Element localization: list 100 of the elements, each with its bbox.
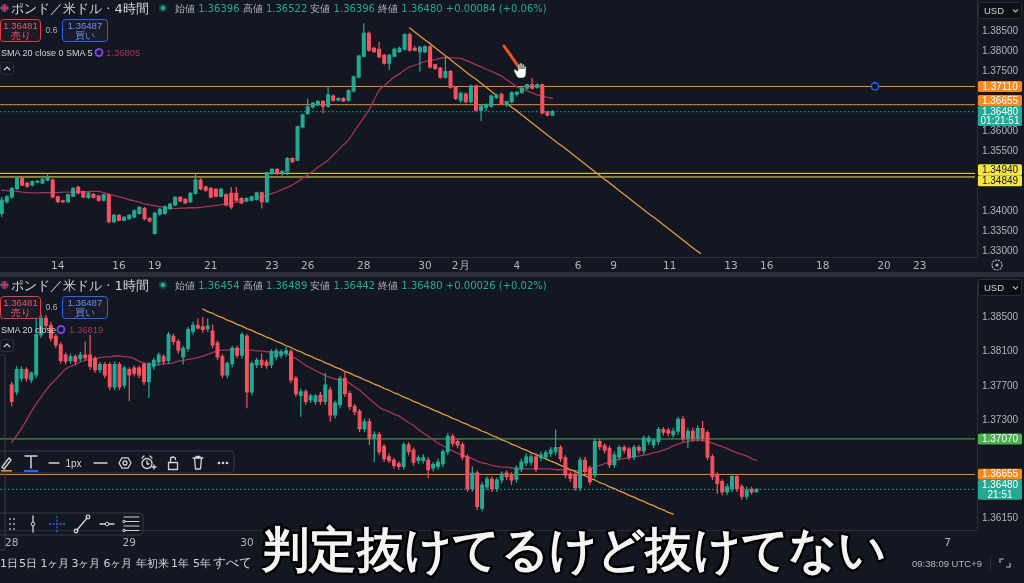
candlestick — [534, 452, 538, 473]
candlestick — [235, 345, 240, 360]
annotation: 1.36487 — [67, 19, 103, 31]
y-tick-label: 1.38500 — [981, 311, 1019, 323]
x-tick-label: 7 — [944, 535, 951, 548]
annotation: 判定抜けてるけど抜けてない — [261, 521, 895, 577]
candlestick — [122, 364, 127, 390]
y-tick-label: 1.33500 — [981, 225, 1019, 237]
candlestick — [553, 428, 558, 456]
ref-line-label: 1.34849 — [981, 174, 1019, 186]
annotation: 1.36819 — [69, 324, 104, 335]
candlestick — [244, 333, 249, 409]
y-tick-label: 1.38500 — [981, 25, 1019, 37]
chart-title: ポンド／米ドル · 4時間 — [11, 1, 149, 16]
candlestick — [76, 185, 81, 195]
text: 始値 1.36454 高値 1.36489 安値 1.36442 終値 1.36480 +0.00026 (+0.02%) — [175, 280, 547, 291]
candlestick — [426, 456, 431, 479]
ref-line-label: 1.36655 — [981, 468, 1019, 480]
annotation: 売り — [10, 307, 31, 318]
text: 3ヶ月 — [71, 557, 101, 570]
candlestick — [479, 103, 484, 122]
candlestick — [540, 83, 545, 116]
text: 09:38:09 UTC+9 — [912, 557, 982, 569]
candlestick — [475, 469, 480, 511]
candlestick — [636, 444, 641, 455]
annotation: 1.36487 — [67, 296, 103, 308]
x-tick-label: 23 — [913, 259, 927, 271]
x-tick-label: 6 — [574, 259, 582, 271]
candlestick — [336, 96, 341, 102]
x-tick-label: 4 — [513, 259, 521, 271]
text: 1ヶ月 — [40, 557, 70, 570]
x-tick-label: 9 — [610, 259, 618, 271]
candlestick — [328, 386, 333, 423]
candlestick — [632, 444, 636, 461]
candlestick — [112, 360, 117, 391]
text: 始値 1.36396 高値 1.36522 安値 1.36396 終値 1.36480 +0.00084 (+0.06%) — [175, 3, 547, 14]
annotation: 1.36481 — [3, 19, 38, 31]
candlestick — [97, 361, 102, 374]
text: 5年 — [193, 557, 211, 570]
candlestick — [101, 193, 106, 202]
candlestick — [367, 417, 372, 446]
y-tick-label: 1.37300 — [981, 413, 1019, 425]
candlestick — [254, 191, 259, 202]
candlestick — [499, 92, 504, 106]
candlestick — [111, 213, 116, 224]
candlestick — [200, 316, 205, 334]
candlestick — [303, 388, 308, 406]
candlestick — [24, 366, 29, 383]
text: 1年 — [171, 557, 189, 570]
candlestick — [117, 213, 121, 222]
candlestick — [661, 426, 666, 437]
chart-title: ポンド／米ドル · 1時間 — [11, 278, 149, 293]
candlestick — [428, 44, 433, 70]
candlestick — [127, 366, 132, 402]
candlestick — [695, 424, 700, 443]
candlestick — [323, 372, 328, 406]
candlestick — [401, 441, 406, 471]
x-tick-label: 13 — [724, 259, 738, 271]
candlestick — [205, 317, 210, 333]
x-tick-label: 23 — [265, 259, 279, 271]
candlestick — [14, 365, 19, 396]
x-tick-label: 20 — [877, 259, 891, 271]
candlestick — [416, 454, 421, 465]
candlestick — [372, 430, 377, 463]
candlestick — [530, 77, 535, 90]
ref-line-label: 1.36480 01:21:51 — [980, 105, 1020, 127]
candlestick — [321, 99, 325, 114]
x-tick-label: 28 — [5, 535, 19, 548]
candlestick — [122, 215, 127, 222]
annotation: 0.6 — [45, 25, 58, 35]
y-tick-label: 1.36000 — [981, 125, 1019, 137]
candlestick — [681, 415, 685, 443]
x-tick-label: 14 — [51, 259, 65, 271]
candlestick — [458, 91, 463, 104]
candlestick — [30, 179, 35, 188]
candlestick — [685, 427, 690, 449]
y-tick-label: 1.37700 — [981, 379, 1019, 391]
x-tick-label: 2月 — [451, 259, 470, 271]
candlestick — [341, 96, 346, 103]
annotation: 売り — [10, 30, 31, 41]
candlestick — [357, 408, 362, 433]
candlestick — [240, 331, 244, 360]
candlestick — [68, 352, 73, 365]
candlestick — [331, 93, 336, 103]
y-tick-label: 1.36150 — [981, 512, 1019, 524]
ref-line-label: 1.36655 — [981, 94, 1019, 106]
candlestick — [9, 381, 14, 408]
candlestick — [259, 352, 264, 369]
candlestick — [219, 187, 223, 198]
candlestick — [161, 353, 166, 366]
candlestick — [259, 191, 264, 210]
candlestick — [107, 361, 112, 391]
x-tick-label: 30 — [418, 259, 432, 271]
y-tick-label: 1.38100 — [981, 345, 1019, 357]
candlestick — [275, 167, 280, 176]
text: USD — [984, 4, 1005, 16]
y-tick-label: 1.34000 — [981, 205, 1019, 217]
candlestick — [78, 351, 83, 363]
candlestick — [73, 353, 78, 366]
candlestick — [474, 83, 478, 113]
